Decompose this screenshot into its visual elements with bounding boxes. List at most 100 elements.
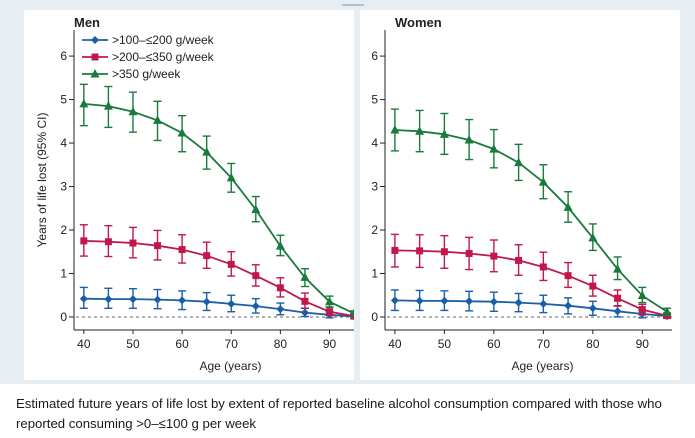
chart-women: Women 0 1 2 3 4 5 6 40 50 60 70 80 90 Age (years): [371, 15, 672, 373]
x-tick-label: 80: [274, 337, 288, 351]
marker-triangle: [275, 241, 285, 250]
marker-diamond: [514, 298, 523, 307]
x-tick-label: 90: [636, 337, 650, 351]
x-tick-label: 50: [438, 337, 452, 351]
y-tick-label: 1: [60, 266, 67, 280]
marker-triangle: [538, 177, 548, 186]
marker-diamond: [613, 307, 622, 316]
y-tick-label: 0: [371, 310, 378, 324]
x-tick-label: 70: [225, 337, 239, 351]
marker-triangle: [563, 202, 573, 211]
x-tick-label: 80: [586, 337, 600, 351]
marker-triangle: [390, 125, 400, 134]
marker-square: [614, 294, 622, 302]
y-tick-label: 3: [371, 180, 378, 194]
marker-triangle: [128, 106, 138, 116]
marker-diamond: [564, 301, 573, 310]
legend-item: >200–≤350 g/week: [82, 50, 215, 64]
marker-square: [539, 263, 547, 271]
x-tick-label: 60: [487, 337, 501, 351]
marker-triangle: [415, 126, 425, 135]
marker-square: [440, 248, 448, 256]
marker-triangle: [464, 135, 474, 144]
marker-triangle: [300, 272, 310, 281]
series-1: [390, 289, 672, 321]
marker-diamond: [539, 299, 548, 308]
series-line: [394, 299, 668, 317]
x-tick-label: 70: [537, 337, 551, 351]
marker-diamond: [128, 295, 137, 304]
y-tick-label: 4: [60, 136, 67, 150]
marker-square: [465, 249, 473, 257]
marker-triangle: [226, 172, 236, 182]
series-line: [83, 297, 355, 318]
marker-diamond: [300, 308, 309, 317]
marker-square: [203, 252, 211, 260]
y-tick-label: 0: [60, 310, 67, 324]
x-axis-label: Age (years): [199, 359, 261, 373]
x-axis-label: Age (years): [511, 359, 573, 373]
marker-diamond: [440, 296, 449, 305]
marker-triangle: [662, 306, 672, 316]
marker-diamond: [251, 302, 260, 311]
marker-diamond: [91, 36, 99, 44]
marker-diamond: [276, 305, 285, 314]
marker-square: [490, 252, 498, 260]
y-tick-label: 5: [60, 93, 67, 107]
marker-diamond: [202, 297, 211, 306]
marker-triangle: [637, 290, 647, 300]
chart-title: Women: [395, 15, 442, 30]
marker-square: [91, 53, 99, 61]
marker-square: [227, 260, 235, 268]
series-line: [83, 103, 355, 315]
legend-label: >100–≤200 g/week: [112, 33, 215, 47]
marker-square: [154, 242, 162, 250]
marker-square: [416, 247, 424, 255]
marker-square: [80, 237, 88, 245]
legend-item: >100–≤200 g/week: [82, 33, 215, 47]
marker-triangle: [588, 232, 598, 242]
legend-label: >350 g/week: [112, 67, 181, 81]
marker-triangle: [439, 129, 449, 138]
y-tick-label: 6: [371, 49, 378, 63]
series-3: [390, 108, 672, 316]
marker-triangle: [177, 128, 187, 137]
marker-diamond: [178, 296, 187, 305]
figure-caption: Estimated future years of life lost by e…: [16, 396, 662, 431]
x-tick-label: 40: [388, 337, 402, 351]
panel-men: Men 0 1 2 3 4 5 6 40 50 60 70 80 90 Years of life lost…: [24, 10, 359, 380]
marker-diamond: [465, 297, 474, 306]
marker-diamond: [104, 295, 113, 304]
marker-triangle: [153, 115, 163, 124]
marker-square: [129, 239, 137, 247]
marker-triangle: [103, 101, 113, 110]
y-tick-label: 2: [371, 223, 378, 237]
marker-square: [252, 272, 260, 280]
legend-label: >200–≤350 g/week: [112, 50, 215, 64]
marker-square: [276, 284, 284, 292]
y-tick-label: 3: [60, 180, 67, 194]
y-tick-label: 2: [60, 223, 67, 237]
marker-square: [326, 308, 334, 316]
y-tick-label: 1: [371, 266, 378, 280]
series-line: [394, 129, 668, 313]
marker-triangle: [202, 147, 212, 156]
chart-title: Men: [74, 15, 100, 30]
marker-triangle: [489, 144, 499, 153]
marker-diamond: [153, 295, 162, 304]
marker-diamond: [390, 296, 399, 305]
link-fragment: [342, 0, 364, 6]
y-tick-label: 4: [371, 136, 378, 150]
marker-triangle: [613, 264, 623, 273]
series-2: [79, 224, 359, 320]
marker-square: [515, 256, 523, 264]
chart-men: Men 0 1 2 3 4 5 6 40 50 60 70 80 90 Years of life lost…: [35, 15, 359, 373]
marker-square: [638, 306, 646, 314]
x-tick-label: 50: [126, 337, 140, 351]
marker-triangle: [90, 69, 100, 78]
y-axis-label: Years of life lost (95% CI): [35, 113, 49, 248]
marker-triangle: [514, 157, 524, 167]
figure-frame: Men 0 1 2 3 4 5 6 40 50 60 70 80 90 Years of life lost…: [0, 0, 695, 384]
legend-item: >350 g/week: [82, 67, 181, 81]
series-line: [394, 249, 668, 317]
